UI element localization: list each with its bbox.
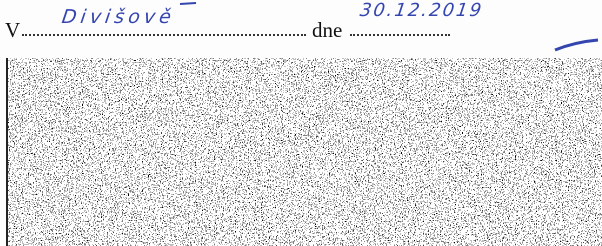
- noise-fill: [6, 58, 602, 246]
- pen-stroke: [555, 40, 598, 50]
- redacted-area: [6, 58, 602, 246]
- diacritic-stroke: [180, 3, 196, 4]
- document-scan: V Divišově dne 30.12.2019: [0, 0, 602, 246]
